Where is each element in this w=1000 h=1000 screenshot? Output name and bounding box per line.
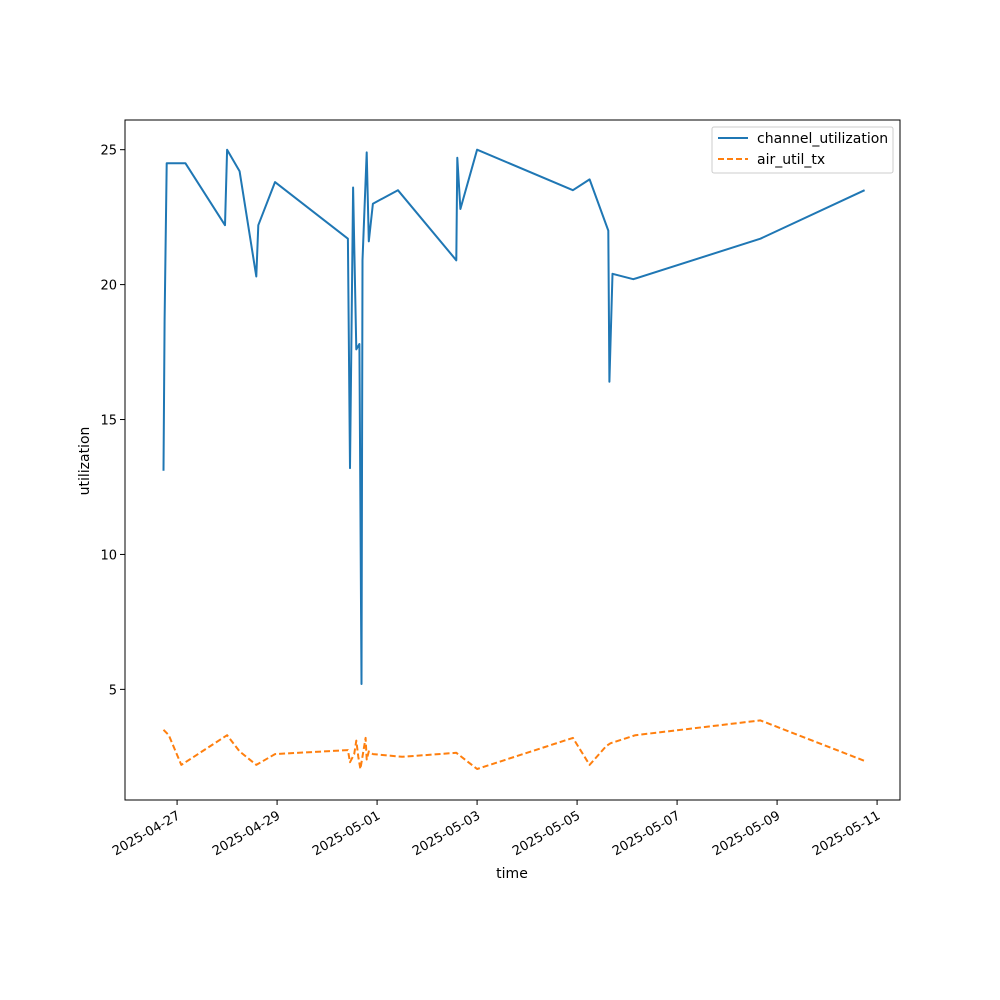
y-tick-label: 25 [100, 144, 117, 159]
legend-box [711, 126, 894, 174]
y-tick-label: 5 [109, 683, 117, 698]
y-tick-label: 10 [100, 548, 117, 563]
legend: channel_utilization air_util_tx [711, 126, 894, 174]
plot-area [125, 120, 900, 800]
y-tick-label: 15 [100, 414, 117, 429]
legend-label-channel-utilization: channel_utilization [757, 131, 888, 147]
y-tick-label: 20 [100, 279, 117, 294]
y-axis-label: utilization [77, 427, 93, 496]
series-line-channel-utilization [162, 148, 866, 685]
series-line-air-util-tx [162, 719, 865, 770]
x-axis-label: time [496, 866, 528, 882]
legend-label-air-util-tx: air_util_tx [757, 152, 825, 168]
y-axis: 5 10 15 20 25 [100, 144, 125, 698]
plot-frame [124, 119, 901, 801]
series-layer [162, 148, 866, 770]
